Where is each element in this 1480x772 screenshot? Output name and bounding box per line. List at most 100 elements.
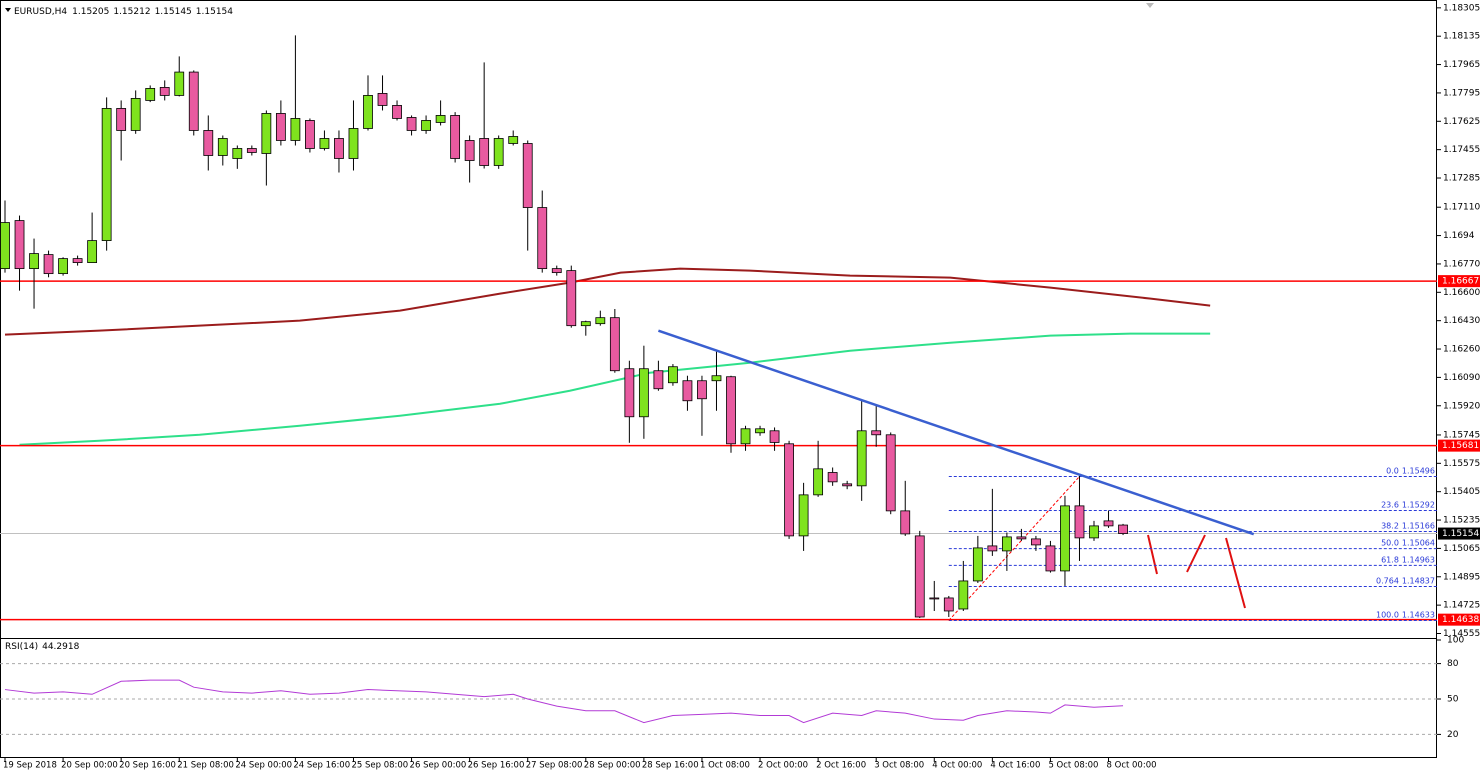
candle-body (711, 375, 722, 382)
fib-level-name: 0.764 (1376, 576, 1399, 585)
fib-level-name: 23.6 (1381, 500, 1399, 509)
rsi-header: RSI(14) 44.2918 (5, 642, 80, 652)
fib-level-price: 1.15064 (1402, 538, 1435, 547)
x-tick-label: 20 Sep 16:00 (119, 761, 176, 771)
rsi-tick-label: 80 (1447, 659, 1459, 669)
level-label-box (1438, 613, 1480, 626)
x-tick-label: 24 Sep 00:00 (235, 761, 292, 771)
level-label: 1.15681 (1442, 441, 1479, 451)
candle-body (203, 130, 214, 156)
candle-body (755, 428, 765, 434)
fib-label: 0.764 1.14837 (1376, 576, 1435, 585)
candle-body (1045, 545, 1056, 572)
x-tick-label: 25 Sep 08:00 (351, 761, 408, 771)
fib-level-name: 38.2 (1381, 521, 1399, 530)
candle-body (726, 376, 736, 445)
shift-marker (1146, 3, 1154, 8)
y-tick-label: 1.16600 (1443, 288, 1480, 298)
candle-body (406, 117, 417, 131)
fib-level-name: 100.0 (1376, 610, 1399, 619)
header-low: 1.15145 (155, 7, 192, 17)
level-label-box (1438, 275, 1480, 288)
y-tick-label: 1.16260 (1443, 345, 1480, 355)
fib-label: 38.2 1.15166 (1381, 521, 1435, 530)
candle-body (421, 120, 431, 131)
candle-body (595, 317, 606, 325)
moving-average (19, 332, 1211, 446)
fib-level-price: 1.15496 (1402, 466, 1435, 475)
x-tick-label: 26 Sep 00:00 (410, 761, 467, 771)
candle-body (638, 368, 649, 418)
x-tick-label: 26 Sep 16:00 (468, 761, 525, 771)
y-tick-label: 1.18135 (1443, 32, 1480, 42)
drawn-arrow (1147, 534, 1158, 575)
candle-body (159, 87, 170, 96)
fib-level-name: 61.8 (1381, 555, 1399, 564)
y-tick-label: 1.14895 (1443, 572, 1480, 582)
level-label-box (1438, 439, 1480, 452)
candle-body (1016, 536, 1027, 540)
y-tick-label: 1.16430 (1443, 316, 1480, 326)
x-tick-label: 28 Sep 00:00 (584, 761, 641, 771)
candle-body (856, 430, 867, 487)
candle-body (479, 138, 490, 166)
candle-body (0, 222, 10, 270)
y-tick-label: 1.15745 (1443, 430, 1480, 440)
y-tick-label: 1.16770 (1443, 259, 1480, 269)
candle-body (130, 98, 141, 131)
candle-body (784, 443, 794, 537)
candle-body (348, 128, 359, 159)
candle-body (1031, 538, 1041, 546)
fib-level-price: 1.14963 (1402, 555, 1435, 564)
level-label: 1.16667 (1442, 277, 1479, 287)
y-tick-label: 1.15575 (1443, 459, 1480, 469)
candle-body (450, 115, 461, 159)
x-tick-label: 4 Oct 00:00 (932, 761, 982, 771)
candle-body (682, 380, 693, 402)
fib-anchor (948, 476, 1080, 621)
candle-body (319, 138, 330, 149)
y-tick-label: 1.17795 (1443, 88, 1480, 98)
x-tick-label: 19 Sep 2018 (3, 761, 57, 771)
candle-body (871, 430, 882, 436)
y-tick-label: 1.17110 (1443, 203, 1480, 213)
candle-body (290, 118, 301, 141)
candle-body (334, 138, 344, 159)
y-tick-label: 1.15235 (1443, 516, 1480, 526)
menu-marker (5, 8, 11, 12)
candle-body (740, 428, 751, 445)
fib-level-name: 0.0 (1386, 466, 1399, 475)
candle-body (377, 93, 388, 106)
candle-body (900, 510, 911, 535)
drawn-arrow (1225, 537, 1246, 609)
x-tick-label: 3 Oct 08:00 (874, 761, 924, 771)
candle-body (987, 545, 998, 552)
trendline (657, 329, 1255, 536)
candle-body (29, 253, 39, 270)
level-label: 1.14638 (1442, 615, 1479, 625)
candle-body (551, 268, 562, 274)
y-tick-label: 1.14725 (1443, 601, 1480, 611)
candle-body (232, 148, 243, 159)
candle-body (914, 535, 925, 618)
candle-body (827, 472, 838, 483)
candle-body (697, 380, 707, 400)
fib-label: 0.0 1.15496 (1386, 466, 1435, 475)
plot-frame (0, 0, 1437, 758)
candle-body (653, 370, 664, 390)
rsi-tick-label: 50 (1447, 695, 1459, 705)
x-tick-label: 2 Oct 16:00 (816, 761, 866, 771)
candle-body (305, 120, 315, 149)
x-tick-label: 2 Oct 00:00 (758, 761, 808, 771)
moving-average (4, 267, 1211, 336)
candle-body (493, 138, 504, 166)
candle-body (624, 368, 635, 418)
header-high: 1.15212 (113, 7, 150, 17)
candle-body (363, 95, 373, 129)
candle-body (101, 108, 112, 241)
x-tick-label: 28 Sep 16:00 (642, 761, 699, 771)
candle-body (1060, 505, 1070, 572)
rsi-value: 44.2918 (42, 642, 79, 652)
fib-level-price: 1.15292 (1402, 500, 1435, 509)
